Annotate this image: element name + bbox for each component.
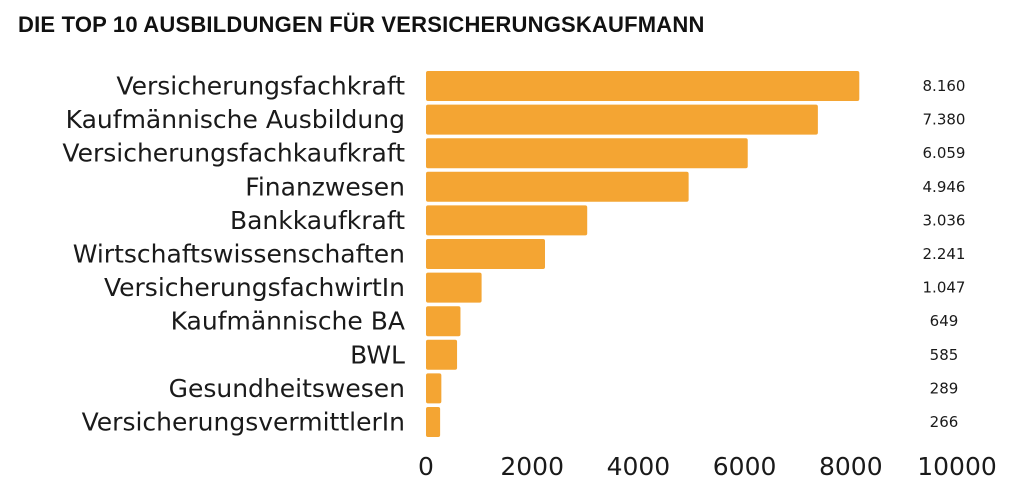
bar — [426, 272, 482, 303]
x-tick-label: 4000 — [607, 452, 671, 481]
bar — [426, 104, 818, 135]
bars-group — [426, 71, 860, 437]
bar — [426, 373, 442, 404]
value-label: 649 — [930, 312, 959, 330]
category-label: Versicherungsfachkraft — [116, 72, 405, 101]
x-tick-label: 2000 — [500, 452, 564, 481]
value-label: 266 — [930, 413, 959, 431]
x-tick-label: 8000 — [819, 452, 883, 481]
bar — [426, 407, 441, 437]
category-label: Bankkaufkraft — [230, 206, 405, 235]
value-label: 585 — [930, 346, 959, 364]
x-tick-label: 0 — [418, 452, 434, 481]
category-label: Wirtschaftswissenschaften — [73, 240, 405, 269]
value-label: 4.946 — [923, 178, 966, 196]
value-label: 6.059 — [923, 144, 966, 162]
category-label: VersicherungsfachwirtIn — [104, 273, 405, 302]
x-tick-label: 10000 — [917, 452, 997, 481]
category-label: Kaufmännische BA — [171, 307, 405, 336]
value-label: 1.047 — [923, 279, 966, 297]
x-axis-tick-labels: 0 2000 4000 6000 8000 10000 — [418, 452, 997, 481]
bar — [426, 339, 458, 370]
bar — [426, 239, 545, 269]
category-label: Gesundheitswesen — [169, 374, 405, 403]
category-label: Finanzwesen — [245, 172, 405, 201]
value-label: 289 — [930, 379, 959, 397]
category-labels: Versicherungsfachkraft Kaufmännische Ausb… — [62, 72, 405, 437]
bar — [426, 171, 689, 202]
category-label: VersicherungsvermittlerIn — [82, 408, 405, 437]
bar — [426, 306, 461, 337]
chart-title: DIE TOP 10 AUSBILDUNGEN FÜR VERSICHERUNG… — [18, 12, 705, 37]
category-label: BWL — [350, 340, 405, 369]
value-label: 3.036 — [923, 211, 966, 229]
value-label: 8.160 — [923, 77, 966, 95]
value-label: 7.380 — [923, 111, 966, 129]
value-label: 2.241 — [923, 245, 966, 263]
value-labels: 8.160 7.380 6.059 4.946 3.036 2.241 1.047 649 58… — [923, 77, 966, 431]
bar — [426, 71, 860, 101]
category-label: Versicherungsfachkaufkraft — [62, 139, 405, 168]
bar — [426, 205, 588, 236]
x-tick-label: 6000 — [713, 452, 777, 481]
category-label: Kaufmännische Ausbildung — [66, 105, 405, 134]
bar — [426, 138, 748, 169]
